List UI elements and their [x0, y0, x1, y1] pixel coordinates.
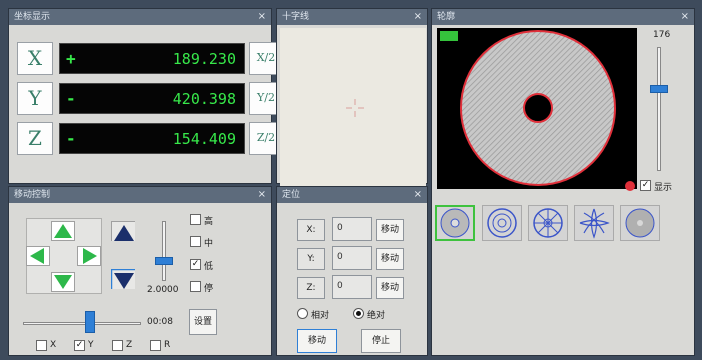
- move-z-button[interactable]: 移动: [376, 277, 404, 299]
- y-readout: - 420.398: [59, 83, 245, 114]
- relative-radio-label: 相对: [311, 311, 330, 321]
- bottom-option-y-checkbox[interactable]: ✓: [74, 340, 85, 351]
- x-label: X:: [297, 219, 325, 241]
- x-target-field[interactable]: 0: [332, 217, 372, 241]
- move-panel-title: 定位: [282, 190, 301, 200]
- thumb-flower-c[interactable]: [574, 205, 614, 241]
- stop-button[interactable]: 停止: [361, 329, 401, 353]
- z-value: 154.409: [172, 130, 236, 148]
- z-target-field[interactable]: 0: [332, 275, 372, 299]
- coords-panel-title: 坐标显示: [14, 12, 51, 22]
- coords-panel: 坐标显示 × X + 189.230 X/2 Y - 420.398 Y/2 Z…: [8, 8, 283, 184]
- relative-radio[interactable]: [297, 308, 308, 319]
- speed-slider-thumb[interactable]: [155, 257, 173, 265]
- z-label: Z:: [297, 277, 325, 299]
- bottom-option-z-label: Z: [126, 340, 133, 350]
- move-panel: 定位 × X: 0 移动 Y: 0 移动 Z: 0 移动 相对 绝对 移动 停止: [276, 186, 428, 356]
- down-arrow-icon[interactable]: [51, 272, 75, 292]
- red-dot-icon: [625, 181, 635, 191]
- zero-y-button[interactable]: Y: [17, 82, 53, 115]
- move-button[interactable]: 移动: [297, 329, 337, 353]
- z-up-arrow-icon[interactable]: [111, 221, 135, 241]
- close-icon[interactable]: ×: [257, 11, 266, 22]
- motion-panel-titlebar: 移动控制 ×: [9, 187, 271, 203]
- camera-panel: 十字线 ×: [276, 8, 428, 188]
- crosshair-icon: [346, 99, 364, 117]
- close-icon[interactable]: ×: [413, 189, 422, 200]
- display-checkbox[interactable]: ✓: [640, 180, 651, 191]
- bottom-option-x-label: X: [50, 340, 57, 350]
- left-arrow-icon[interactable]: [26, 246, 50, 266]
- speed-value: 2.0000: [147, 285, 179, 295]
- bottom-option-z-checkbox[interactable]: [112, 340, 123, 351]
- option-high-label: 高: [204, 217, 214, 227]
- camera-view[interactable]: [280, 28, 426, 188]
- option-high-checkbox[interactable]: [190, 214, 201, 225]
- slider-value: 176: [653, 30, 671, 40]
- right-arrow-icon[interactable]: [77, 246, 101, 266]
- move-panel-titlebar: 定位 ×: [277, 187, 427, 203]
- thumb-flower-a[interactable]: [482, 205, 522, 241]
- bottom-option-r-label: R: [164, 340, 171, 350]
- x-value: 189.230: [172, 50, 236, 68]
- contour-panel: 轮廓 × 176 ✓ 显示: [431, 8, 695, 356]
- threshold-slider-thumb[interactable]: [650, 85, 668, 93]
- y-target-field[interactable]: 0: [332, 246, 372, 270]
- z-readout: - 154.409: [59, 123, 245, 154]
- close-icon[interactable]: ×: [680, 11, 689, 22]
- up-arrow-icon[interactable]: [51, 221, 75, 241]
- x-sign: +: [66, 49, 76, 68]
- z-down-arrow-icon[interactable]: [111, 269, 135, 289]
- option-low-label: 低: [204, 262, 214, 272]
- disc-contour: [460, 30, 616, 186]
- bottom-option-x-checkbox[interactable]: [36, 340, 47, 351]
- close-icon[interactable]: ×: [257, 189, 266, 200]
- thumb-disc-hatched[interactable]: [435, 205, 475, 241]
- y-value: 420.398: [172, 90, 236, 108]
- y-label: Y:: [297, 248, 325, 270]
- motion-panel: 移动控制 × 2.0000 高 中 ✓ 低 停 00:08 设置 X ✓ Y Z…: [8, 186, 272, 356]
- contour-panel-titlebar: 轮廓 ×: [432, 9, 694, 25]
- y-sign: -: [66, 89, 76, 108]
- status-badge: [440, 31, 458, 41]
- option-mid-label: 中: [204, 239, 214, 249]
- thumb-disc-plain[interactable]: [620, 205, 660, 241]
- close-icon[interactable]: ×: [413, 11, 422, 22]
- camera-panel-title: 十字线: [282, 12, 310, 22]
- option-low-checkbox[interactable]: ✓: [190, 259, 201, 270]
- step-slider[interactable]: [23, 322, 141, 325]
- bottom-option-y-label: Y: [88, 340, 94, 350]
- camera-panel-titlebar: 十字线 ×: [277, 9, 427, 25]
- absolute-radio[interactable]: [353, 308, 364, 319]
- option-stop-checkbox[interactable]: [190, 281, 201, 292]
- absolute-radio-label: 绝对: [367, 311, 386, 321]
- move-x-button[interactable]: 移动: [376, 219, 404, 241]
- z-sign: -: [66, 129, 76, 148]
- option-mid-checkbox[interactable]: [190, 236, 201, 247]
- step-value: 00:08: [147, 317, 173, 327]
- x-readout: + 189.230: [59, 43, 245, 74]
- coords-panel-titlebar: 坐标显示 ×: [9, 9, 271, 25]
- zero-x-button[interactable]: X: [17, 42, 53, 75]
- speed-slider[interactable]: [162, 221, 166, 281]
- threshold-slider[interactable]: [657, 47, 661, 171]
- motion-panel-title: 移动控制: [14, 190, 51, 200]
- step-slider-thumb[interactable]: [85, 311, 95, 333]
- move-y-button[interactable]: 移动: [376, 248, 404, 270]
- option-stop-label: 停: [204, 284, 214, 294]
- thumb-flower-b[interactable]: [528, 205, 568, 241]
- zero-z-button[interactable]: Z: [17, 122, 53, 155]
- contour-view[interactable]: [437, 28, 637, 189]
- display-checkbox-label: 显示: [654, 183, 673, 193]
- apply-button[interactable]: 设置: [189, 309, 217, 335]
- contour-panel-title: 轮廓: [437, 12, 456, 22]
- bottom-option-r-checkbox[interactable]: [150, 340, 161, 351]
